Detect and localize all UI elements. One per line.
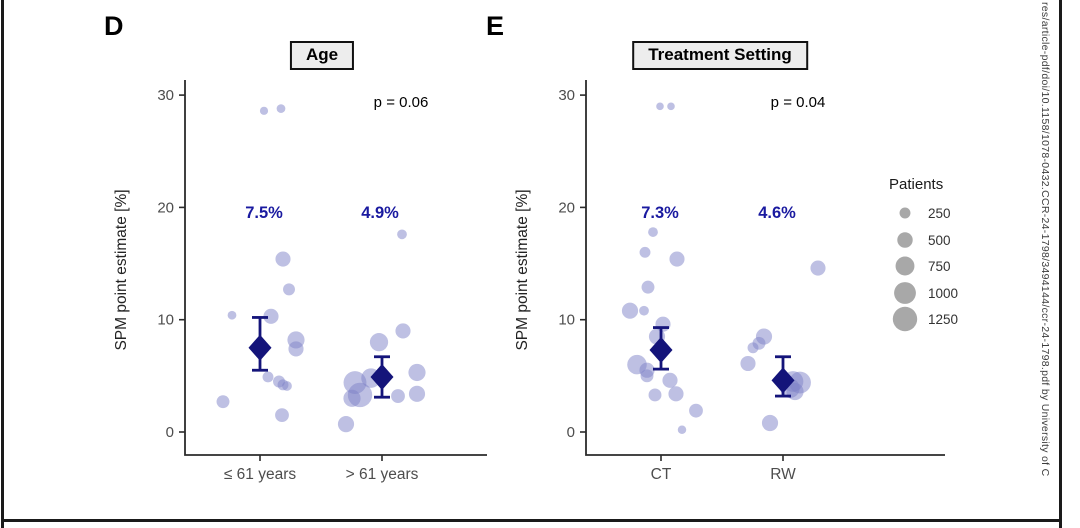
x-tick-label: ≤ 61 years xyxy=(224,466,297,483)
bubble-point xyxy=(275,408,289,423)
y-tick-label: 20 xyxy=(558,199,575,216)
bubble-point xyxy=(667,102,675,111)
bubble-point xyxy=(263,308,279,324)
bubble-point xyxy=(668,386,684,402)
axis-line xyxy=(585,80,945,456)
y-axis-label-d: SPM point estimate [%] xyxy=(113,189,130,351)
p-value-label-d: p = 0.06 xyxy=(373,94,429,111)
panel-letter-d: D xyxy=(104,11,124,41)
x-tick-label: > 61 years xyxy=(346,466,419,483)
y-axis-label-e: SPM point estimate [%] xyxy=(514,189,531,351)
bubble-point xyxy=(276,104,286,113)
bubble-point xyxy=(640,369,654,383)
legend-size-label: 750 xyxy=(928,259,951,274)
bubble-point xyxy=(669,251,685,267)
panel-title-age: Age xyxy=(289,41,355,70)
estimate-label-ct: 7.3% xyxy=(641,204,679,222)
legend-size-circle xyxy=(899,207,911,219)
axis-line xyxy=(184,80,487,456)
bubble-point xyxy=(259,106,269,115)
legend-size-circle xyxy=(897,232,913,248)
pdf-download-watermark: res/article-pdf/doi/10.1158/1078-0432.CC… xyxy=(1039,2,1051,477)
bubble-point xyxy=(621,302,639,319)
y-tick-label: 0 xyxy=(166,424,174,441)
bubble-point xyxy=(740,355,756,372)
bubble-point xyxy=(288,341,304,357)
bubble-point xyxy=(677,425,687,434)
bubble-point xyxy=(648,227,658,237)
bubble-point xyxy=(397,229,407,240)
panel-letter-e: E xyxy=(486,11,505,41)
mean-diamond xyxy=(649,337,673,364)
bubble-point xyxy=(747,342,759,354)
bubble-point xyxy=(639,246,651,258)
bubble-point xyxy=(391,389,405,403)
bubble-point xyxy=(283,283,295,296)
legend-size-label: 1000 xyxy=(928,286,958,301)
y-tick-label: 30 xyxy=(558,87,575,104)
estimate-label-le61: 7.5% xyxy=(245,204,283,222)
legend-size-label: 250 xyxy=(928,206,951,221)
y-tick-label: 10 xyxy=(558,312,575,329)
x-tick-label: CT xyxy=(651,466,672,483)
figure-border-bottom xyxy=(1,519,1062,522)
bubble-point xyxy=(408,385,426,402)
mean-diamond xyxy=(771,367,795,394)
bubble-point xyxy=(216,395,230,409)
bubble-point xyxy=(262,371,274,383)
bubble-point xyxy=(395,323,411,339)
bubble-point xyxy=(343,389,361,407)
legend-size-label: 500 xyxy=(928,233,951,248)
legend-size-circle xyxy=(894,282,916,304)
bubble-point xyxy=(662,372,678,388)
bubble-point xyxy=(282,381,292,391)
mean-diamond xyxy=(248,334,272,361)
bubble-point xyxy=(369,333,389,352)
bubble-point xyxy=(648,388,662,402)
mean-diamond xyxy=(370,363,394,390)
bubble-point xyxy=(810,260,826,276)
estimate-label-gt61: 4.9% xyxy=(361,204,399,222)
panel-title-treatment-setting: Treatment Setting xyxy=(632,41,808,70)
bubble-point xyxy=(656,102,664,111)
bubble-point xyxy=(689,403,703,418)
figure-border-right xyxy=(1059,0,1062,528)
bubble-point xyxy=(275,251,291,267)
bubble-point xyxy=(408,363,426,382)
legend-title: Patients xyxy=(889,176,944,193)
p-value-label-e: p = 0.04 xyxy=(770,94,826,111)
y-tick-label: 10 xyxy=(157,312,174,329)
legend-size-label: 1250 xyxy=(928,312,958,327)
legend-size-circle xyxy=(895,256,915,276)
bubble-point xyxy=(227,310,237,320)
y-tick-label: 30 xyxy=(157,87,174,104)
estimate-label-rw: 4.6% xyxy=(758,204,796,222)
x-tick-label: RW xyxy=(770,466,796,483)
y-tick-label: 20 xyxy=(157,199,174,216)
y-tick-label: 0 xyxy=(567,424,575,441)
figure-border-left xyxy=(1,0,4,528)
bubble-point xyxy=(641,280,655,294)
legend-size-circle xyxy=(892,306,918,332)
bubble-point xyxy=(639,305,649,316)
bubble-point xyxy=(761,414,779,432)
bubble-point xyxy=(337,416,355,433)
